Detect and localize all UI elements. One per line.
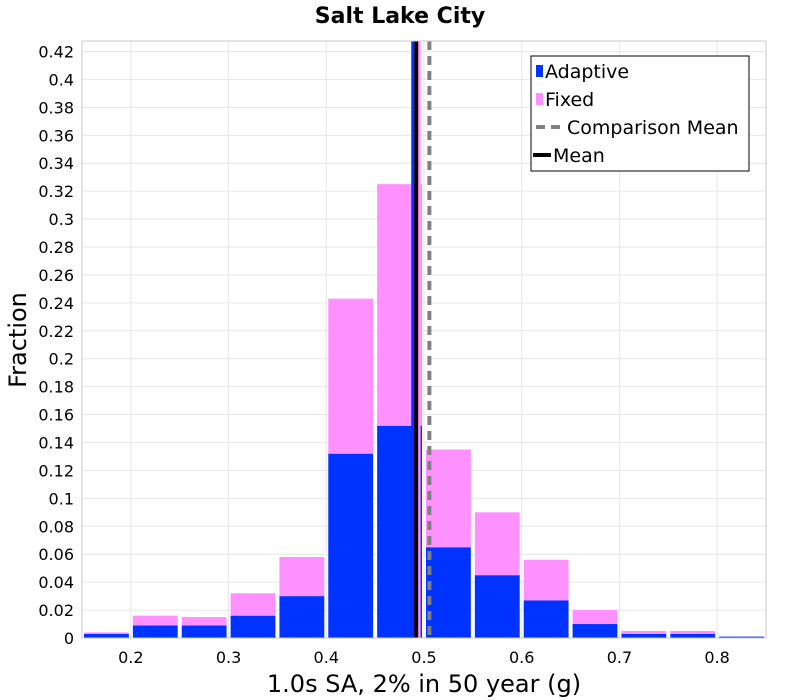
fixed-bar (181, 617, 227, 626)
tick-labels: 0 0.02 0.04 0.06 0.08 0.1 0.12 0.14 0.16 0.18 0.2 0… (38, 42, 729, 667)
adaptive-bar (572, 624, 618, 638)
adaptive-bar (279, 596, 325, 638)
y-tick-label: 0.26 (38, 266, 74, 285)
y-tick-label: 0.1 (49, 489, 74, 508)
adaptive-bar (670, 633, 716, 638)
y-tick-label: 0.06 (38, 545, 74, 564)
fixed-bar (230, 593, 276, 616)
adaptive-bar (181, 625, 227, 638)
adaptive-bar (719, 636, 764, 638)
y-tick-label: 0.02 (38, 601, 74, 620)
x-tick-label: 0.5 (411, 648, 436, 667)
y-tick-label: 0.32 (38, 182, 74, 201)
legend-swatch (536, 65, 543, 77)
reference-lines (411, 41, 432, 638)
y-tick-label: 0.24 (38, 294, 74, 313)
y-axis-title: Fraction (4, 292, 32, 388)
y-tick-label: 0.3 (49, 210, 74, 229)
y-tick-label: 0.42 (38, 42, 74, 61)
fixed-bar (572, 610, 618, 625)
fixed-bar (426, 449, 471, 548)
x-tick-label: 0.4 (314, 648, 339, 667)
x-tick-label: 0.3 (216, 648, 241, 667)
x-tick-label: 0.7 (607, 648, 632, 667)
fixed-bar (132, 615, 178, 626)
legend-box (530, 55, 750, 172)
y-tick-label: 0.4 (49, 70, 74, 89)
x-tick-label: 0.2 (118, 648, 143, 667)
adaptive-bar (621, 633, 667, 638)
y-tick-label: 0.28 (38, 238, 74, 257)
x-tick-label: 0.6 (509, 648, 534, 667)
legend-swatch (536, 93, 543, 105)
y-tick-label: 0.04 (38, 573, 74, 592)
x-axis-title: 1.0s SA, 2% in 50 year (g) (267, 670, 581, 698)
y-tick-label: 0 (64, 629, 74, 648)
adaptive-bar (132, 625, 178, 638)
adaptive-bar (474, 575, 520, 638)
fixed-bar (474, 512, 520, 576)
y-tick-label: 0.2 (49, 350, 74, 369)
legend-label: Mean (553, 145, 605, 167)
fixed-bar (328, 298, 374, 454)
fixed-bar (523, 559, 569, 601)
adaptive-bar (426, 547, 471, 638)
y-tick-label: 0.14 (38, 433, 74, 452)
legend-label: Comparison Mean (567, 117, 739, 139)
y-tick-label: 0.08 (38, 517, 74, 536)
y-tick-label: 0.36 (38, 126, 74, 145)
legend: Adaptive Fixed Comparison Mean Mean (530, 55, 750, 172)
chart-title: Salt Lake City (315, 4, 485, 29)
adaptive-bar (84, 633, 129, 638)
legend-label: Adaptive (545, 61, 629, 83)
fixed-bar (84, 632, 129, 634)
fixed-bar (621, 631, 667, 634)
bars (84, 184, 764, 638)
legend-label: Fixed (545, 89, 594, 111)
plot-frame (81, 40, 767, 639)
y-tick-label: 0.34 (38, 154, 74, 173)
y-tick-label: 0.22 (38, 322, 74, 341)
x-tick-label: 0.8 (704, 648, 729, 667)
adaptive-bar (328, 453, 374, 638)
y-tick-label: 0.12 (38, 461, 74, 480)
adaptive-bar (523, 600, 569, 638)
fixed-bar (279, 557, 325, 597)
fixed-bar (670, 631, 716, 634)
adaptive-bar (230, 615, 276, 638)
y-tick-label: 0.18 (38, 378, 74, 397)
y-tick-label: 0.16 (38, 406, 74, 425)
y-tick-label: 0.38 (38, 98, 74, 117)
